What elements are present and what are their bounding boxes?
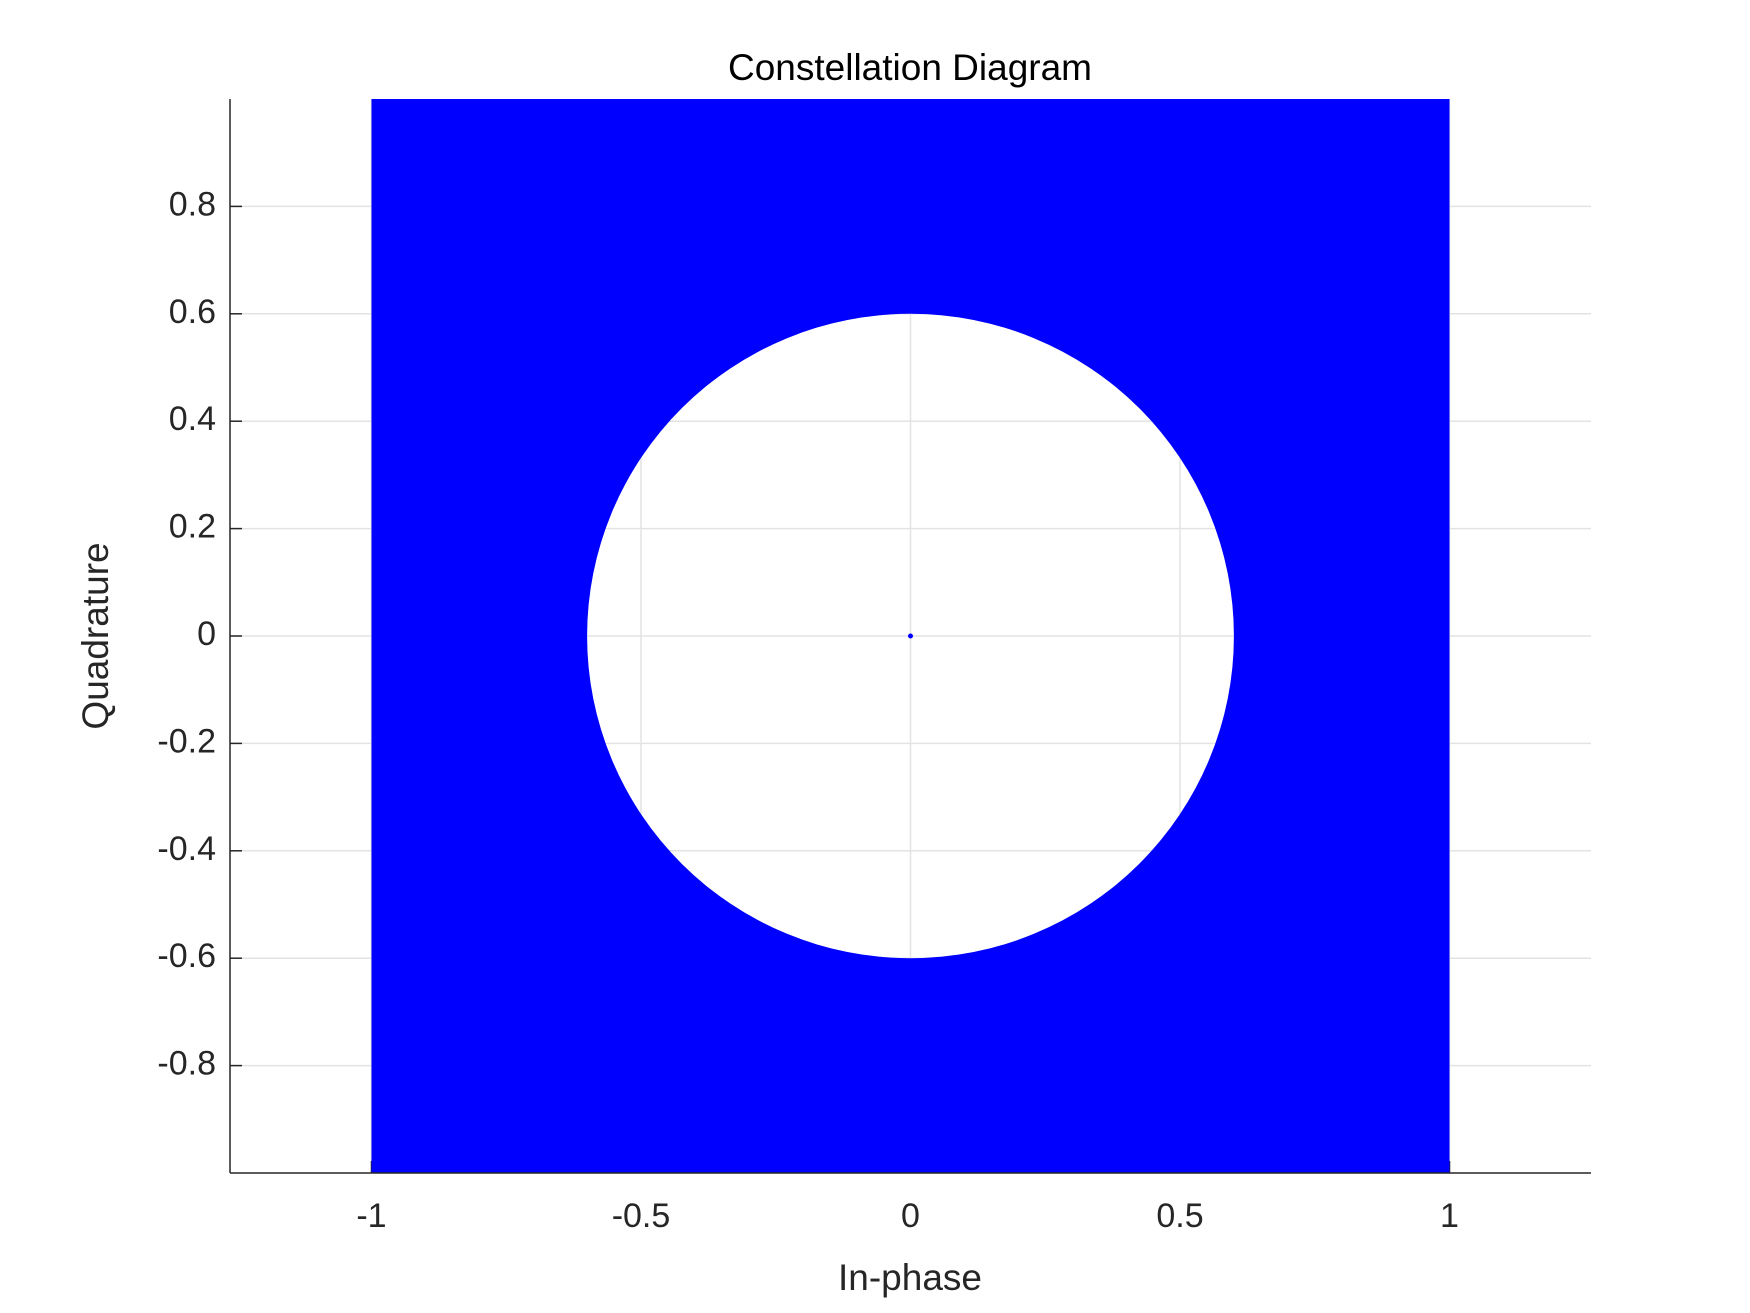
y-tick-label: 0.4 xyxy=(169,400,216,438)
y-tick-label: 0 xyxy=(197,615,216,653)
x-tick-label: -0.5 xyxy=(612,1197,671,1235)
y-tick-label: -0.4 xyxy=(157,830,216,868)
x-tick-label: -1 xyxy=(356,1197,386,1235)
point xyxy=(908,633,913,639)
y-tick-label: -0.8 xyxy=(157,1045,216,1083)
y-axis-label: Quadrature xyxy=(75,542,116,729)
y-tick-label: 0.6 xyxy=(169,293,216,331)
plot-area xyxy=(371,99,1450,1173)
x-tick-label: 0.5 xyxy=(1156,1197,1203,1235)
x-tick-label: 1 xyxy=(1440,1197,1459,1235)
x-axis-label: In-phase xyxy=(838,1257,982,1298)
x-tick-label: 0 xyxy=(901,1197,920,1235)
y-tick-label: 0.8 xyxy=(169,185,216,223)
y-tick-label: -0.6 xyxy=(157,937,216,975)
chart-title: Constellation Diagram xyxy=(728,47,1092,88)
y-tick-label: 0.2 xyxy=(169,508,216,546)
y-tick-label: -0.2 xyxy=(157,722,216,760)
sample-cloud xyxy=(371,99,1450,1173)
